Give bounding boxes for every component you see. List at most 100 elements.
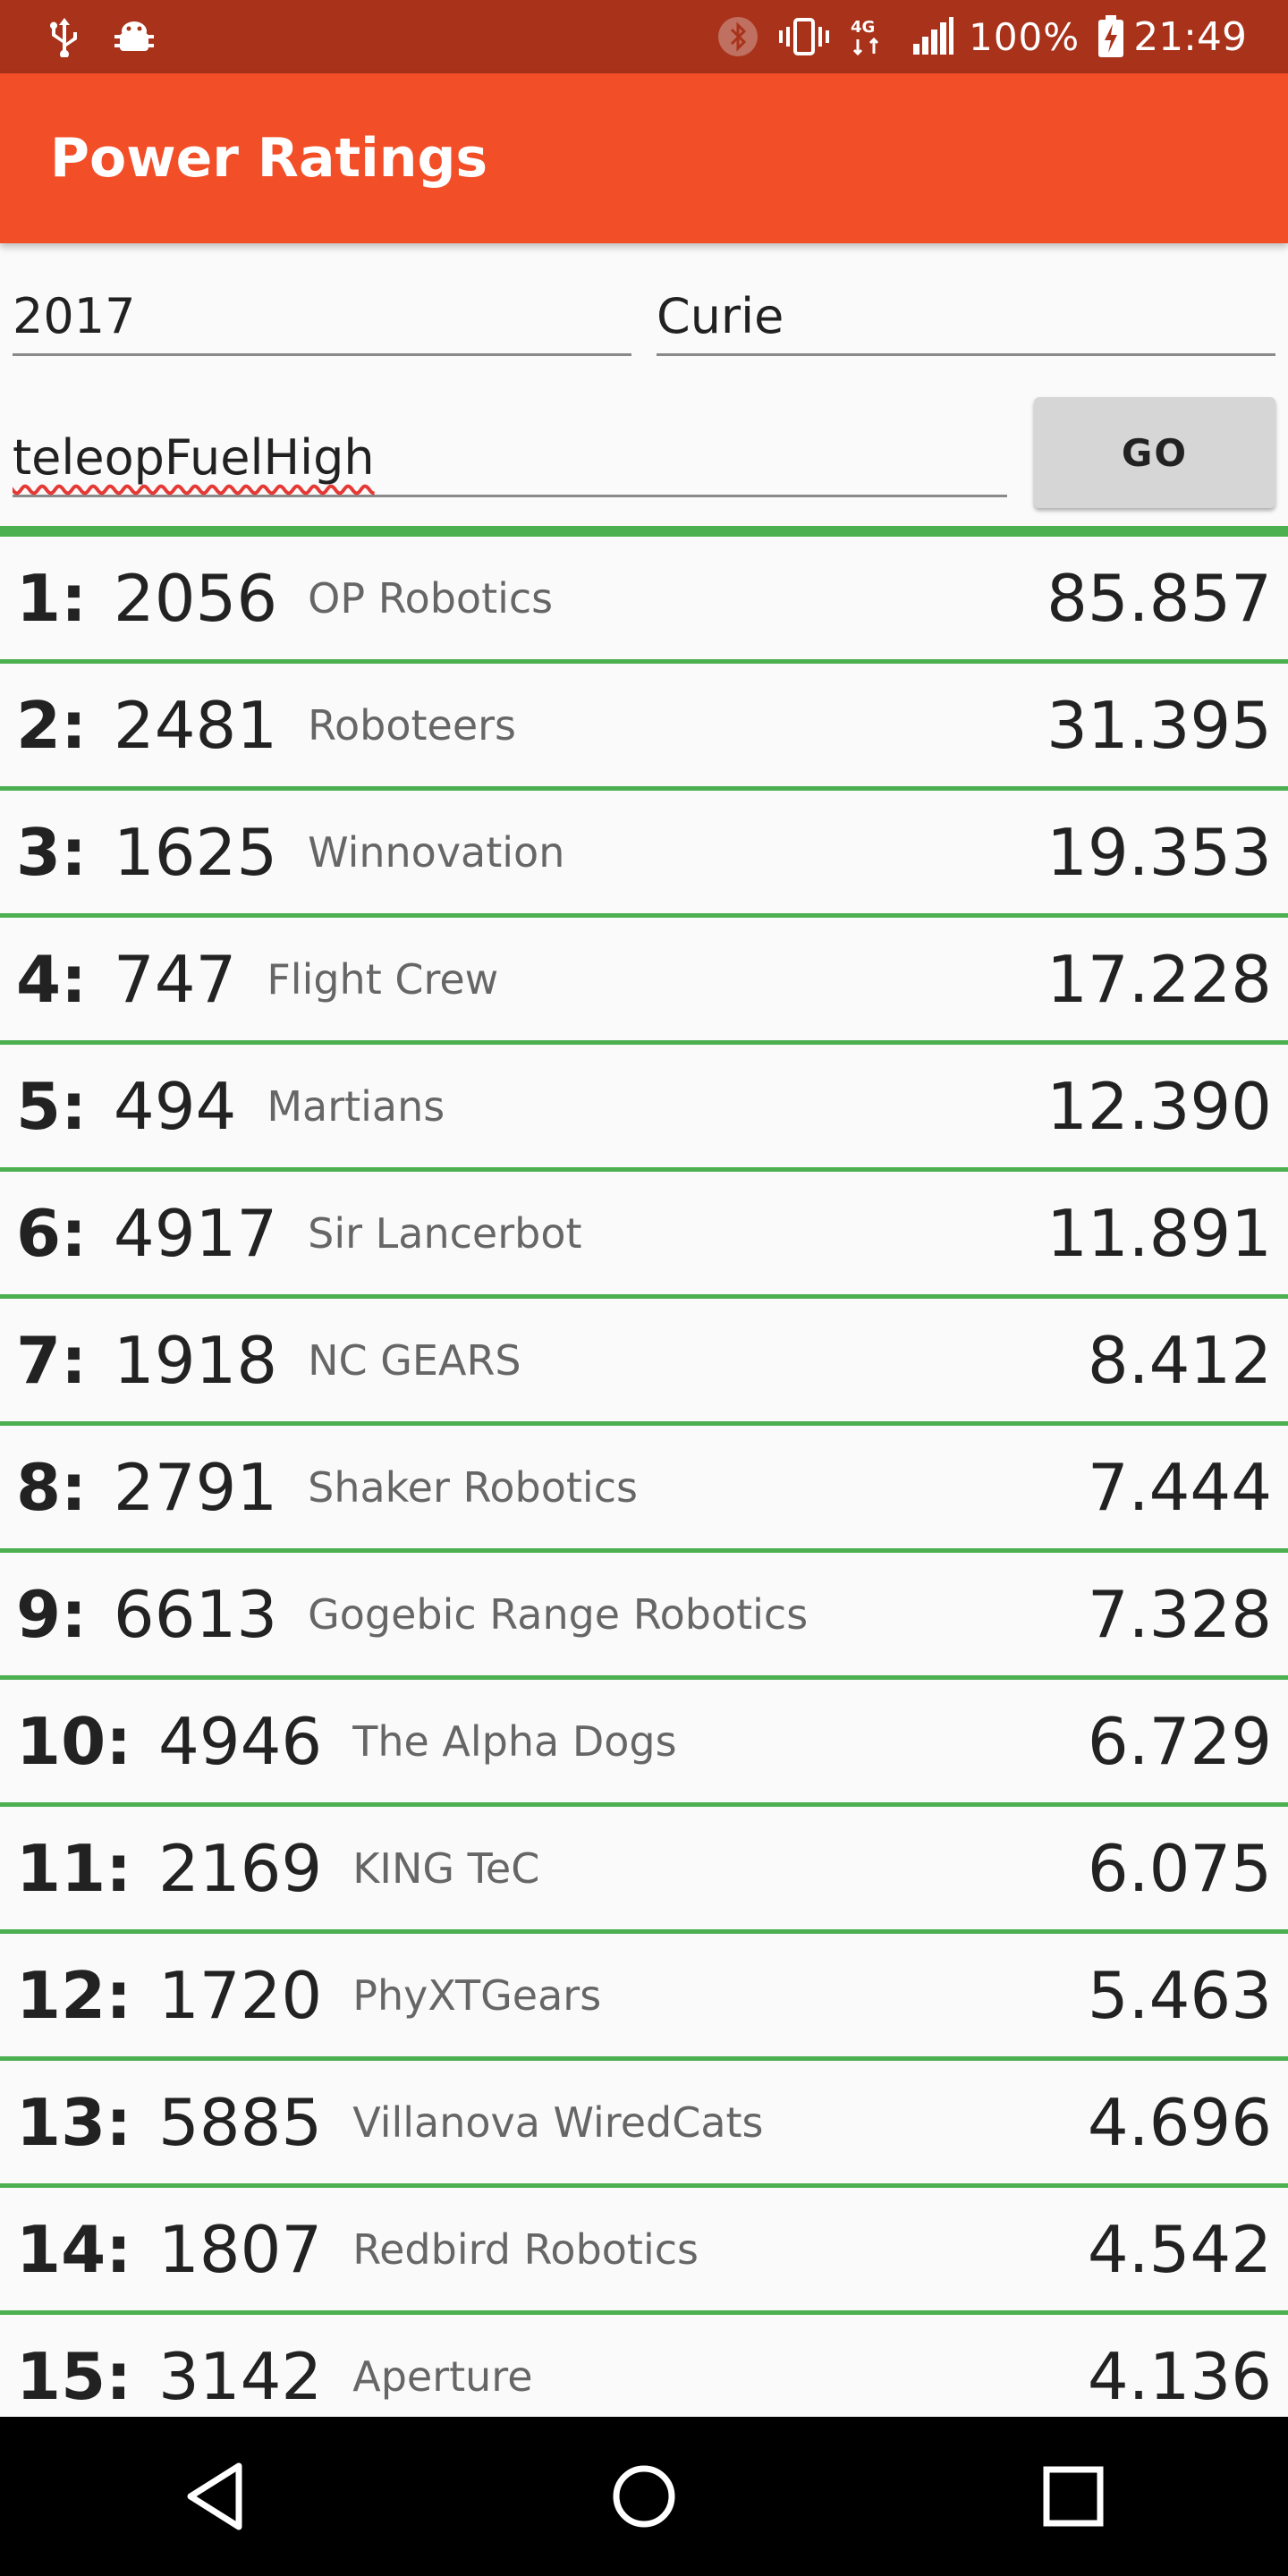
go-button-label: GO — [1121, 430, 1189, 475]
power-rating: 31.395 — [1046, 687, 1272, 763]
page-title: Power Ratings — [50, 127, 488, 190]
rank-number: 9: — [16, 1576, 87, 1652]
team-name: Roboteers — [308, 700, 517, 750]
power-rating: 4.696 — [1087, 2084, 1272, 2160]
team-name: OP Robotics — [308, 573, 554, 623]
svg-text:4G: 4G — [851, 18, 875, 37]
vibrate-icon — [777, 16, 831, 57]
ranking-row[interactable]: 11: 2169 KING TeC 6.075 — [0, 1807, 1288, 1934]
rank-number: 1: — [16, 560, 87, 636]
team-name: Shaker Robotics — [308, 1462, 638, 1512]
rank-number: 13: — [16, 2084, 131, 2160]
app-bar: Power Ratings — [0, 73, 1288, 243]
power-rating: 4.136 — [1087, 2338, 1272, 2414]
network-4g-icon: 4G — [849, 16, 894, 57]
power-rating: 8.412 — [1087, 1322, 1272, 1398]
team-name: KING TeC — [352, 1843, 540, 1893]
team-name: NC GEARS — [308, 1335, 521, 1385]
power-rating: 6.075 — [1087, 1830, 1272, 1906]
power-rating: 12.390 — [1046, 1068, 1272, 1144]
team-number: 2056 — [113, 560, 278, 636]
rank-number: 12: — [16, 1957, 131, 2033]
ranking-row[interactable]: 7: 1918 NC GEARS 8.412 — [0, 1299, 1288, 1426]
power-rating: 6.729 — [1087, 1703, 1272, 1779]
ranking-row[interactable]: 13: 5885 Villanova WiredCats 4.696 — [0, 2061, 1288, 2188]
team-number: 3142 — [158, 2338, 323, 2414]
rank-number: 14: — [16, 2211, 131, 2287]
power-rating: 17.228 — [1046, 941, 1272, 1017]
event-input-value: Curie — [657, 288, 784, 344]
ranking-row[interactable]: 10: 4946 The Alpha Dogs 6.729 — [0, 1680, 1288, 1807]
home-button[interactable] — [590, 2443, 698, 2550]
status-bar: 4G 100% 21:49 — [0, 0, 1288, 73]
team-number: 1720 — [158, 1957, 323, 2033]
rank-number: 6: — [16, 1195, 87, 1271]
team-name: Aperture — [352, 2351, 533, 2401]
year-input[interactable]: 2017 — [13, 275, 631, 356]
team-number: 4917 — [113, 1195, 278, 1271]
clock: 21:49 — [1133, 13, 1247, 60]
battery-charging-icon — [1097, 15, 1124, 58]
team-number: 1625 — [113, 814, 278, 890]
team-name: Winnovation — [308, 827, 565, 877]
power-rating: 7.328 — [1087, 1576, 1272, 1652]
power-rating: 19.353 — [1046, 814, 1272, 890]
rank-number: 7: — [16, 1322, 87, 1398]
ranking-row[interactable]: 14: 1807 Redbird Robotics 4.542 — [0, 2188, 1288, 2315]
team-name: Flight Crew — [267, 954, 499, 1004]
go-button[interactable]: GO — [1034, 397, 1275, 508]
team-name: Martians — [267, 1081, 445, 1131]
team-number: 747 — [113, 941, 237, 1017]
team-number: 2791 — [113, 1449, 278, 1525]
team-name: Gogebic Range Robotics — [308, 1589, 809, 1639]
rank-number: 3: — [16, 814, 87, 890]
power-rating: 5.463 — [1087, 1957, 1272, 2033]
recents-button[interactable] — [1020, 2443, 1127, 2550]
bluetooth-icon — [716, 15, 759, 58]
year-input-value: 2017 — [13, 288, 136, 344]
team-number: 6613 — [113, 1576, 278, 1652]
power-rating: 4.542 — [1087, 2211, 1272, 2287]
ranking-row[interactable]: 4: 747 Flight Crew 17.228 — [0, 918, 1288, 1045]
event-input[interactable]: Curie — [657, 275, 1275, 356]
navigation-bar — [0, 2417, 1288, 2576]
rank-number: 10: — [16, 1703, 131, 1779]
rank-number: 2: — [16, 687, 87, 763]
ranking-row[interactable]: 6: 4917 Sir Lancerbot 11.891 — [0, 1172, 1288, 1299]
team-name: Redbird Robotics — [352, 2224, 699, 2274]
battery-percent: 100% — [969, 14, 1080, 59]
ranking-row[interactable]: 3: 1625 Winnovation 19.353 — [0, 791, 1288, 918]
android-debug-icon — [113, 17, 156, 56]
recents-icon — [1043, 2466, 1104, 2527]
ranking-row[interactable]: 12: 1720 PhyXTGears 5.463 — [0, 1934, 1288, 2061]
power-rating: 7.444 — [1087, 1449, 1272, 1525]
team-number: 1807 — [158, 2211, 323, 2287]
power-rating: 85.857 — [1046, 560, 1272, 636]
team-name: The Alpha Dogs — [352, 1716, 677, 1766]
rank-number: 11: — [16, 1830, 131, 1906]
usb-icon — [47, 16, 82, 57]
rankings-list[interactable]: 1: 2056 OP Robotics 85.857 2: 2481 Roboteers 31… — [0, 526, 1288, 2417]
power-rating: 11.891 — [1046, 1195, 1272, 1271]
rank-number: 4: — [16, 941, 87, 1017]
ranking-row[interactable]: 15: 3142 Aperture 4.136 — [0, 2315, 1288, 2417]
status-right: 4G 100% 21:49 — [699, 14, 1247, 60]
team-number: 2481 — [113, 687, 278, 763]
ranking-row[interactable]: 8: 2791 Shaker Robotics 7.444 — [0, 1426, 1288, 1553]
stat-input[interactable]: teleopFuelHigh — [13, 417, 1007, 497]
rank-number: 8: — [16, 1449, 87, 1525]
home-icon — [613, 2465, 675, 2528]
ranking-row[interactable]: 5: 494 Martians 12.390 — [0, 1045, 1288, 1172]
ranking-row[interactable]: 1: 2056 OP Robotics 85.857 — [0, 537, 1288, 664]
ranking-row[interactable]: 2: 2481 Roboteers 31.395 — [0, 664, 1288, 791]
back-button[interactable] — [161, 2443, 268, 2550]
rank-number: 5: — [16, 1068, 87, 1144]
team-name: Villanova WiredCats — [352, 2097, 764, 2147]
status-left — [47, 16, 186, 57]
team-number: 4946 — [158, 1703, 323, 1779]
back-icon — [187, 2462, 242, 2530]
team-number: 494 — [113, 1068, 237, 1144]
team-number: 1918 — [113, 1322, 278, 1398]
team-name: Sir Lancerbot — [308, 1208, 582, 1258]
ranking-row[interactable]: 9: 6613 Gogebic Range Robotics 7.328 — [0, 1553, 1288, 1680]
